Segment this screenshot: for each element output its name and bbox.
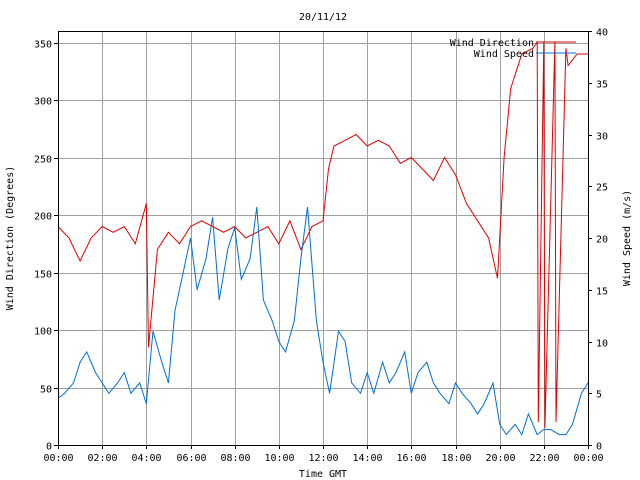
y-right-tick-label: 30 (596, 132, 608, 143)
x-tick-label: 18:00 (441, 453, 471, 464)
x-tick-label: 00:00 (43, 453, 73, 464)
x-tick-label: 22:00 (529, 453, 559, 464)
x-tick-label: 08:00 (220, 453, 250, 464)
wind-direction-series-line (57, 41, 588, 428)
y-right-tick-label: 15 (596, 287, 608, 298)
y-left-tick-label: 150 (34, 270, 52, 281)
y-left-tick-label: 250 (34, 155, 52, 166)
y-left-axis-label: Wind Direction (Degrees) (5, 166, 16, 311)
tick-marks (54, 31, 592, 449)
x-tick-label: 00:00 (573, 453, 603, 464)
x-tick-label: 10:00 (264, 453, 294, 464)
legend-label-wind-direction: Wind Direction (450, 38, 534, 49)
y-left-tick-label: 300 (34, 97, 52, 108)
legend: Wind Direction Wind Speed (450, 38, 576, 60)
legend-label-wind-speed: Wind Speed (474, 49, 534, 60)
x-tick-label: 02:00 (87, 453, 117, 464)
y-right-tick-label: 0 (596, 442, 602, 453)
series-layer (57, 41, 589, 436)
y-right-tick-label: 5 (596, 390, 602, 401)
y-left-tick-label: 200 (34, 212, 52, 223)
grid-lines (58, 31, 588, 445)
y-right-tick-label: 10 (596, 339, 608, 350)
y-left-tick-label: 50 (40, 385, 52, 396)
wind-speed-series-line (57, 206, 589, 436)
y-left-tick-label: 100 (34, 327, 52, 338)
x-tick-label: 04:00 (131, 453, 161, 464)
y-left-tick-labels: 0 50 100 150 200 250 300 350 (34, 40, 52, 453)
y-left-tick-label: 0 (46, 442, 52, 453)
x-tick-label: 06:00 (176, 453, 206, 464)
y-right-axis-label: Wind Speed (m/s) (622, 190, 633, 286)
x-tick-label: 14:00 (352, 453, 382, 464)
x-tick-label: 16:00 (396, 453, 426, 464)
x-tick-label: 12:00 (308, 453, 338, 464)
x-tick-labels: 00:00 02:00 04:00 06:00 08:00 10:00 12:00 14:00… (43, 453, 603, 464)
y-right-tick-labels: 0 5 10 15 20 25 30 35 40 (596, 28, 608, 453)
x-axis-label: Time GMT (299, 469, 347, 480)
y-right-tick-label: 25 (596, 183, 608, 194)
y-right-tick-label: 40 (596, 28, 608, 39)
y-right-tick-label: 35 (596, 80, 608, 91)
y-right-tick-label: 20 (596, 235, 608, 246)
x-tick-label: 20:00 (485, 453, 515, 464)
y-left-tick-label: 350 (34, 40, 52, 51)
chart-title: 20/11/12 (299, 12, 347, 23)
